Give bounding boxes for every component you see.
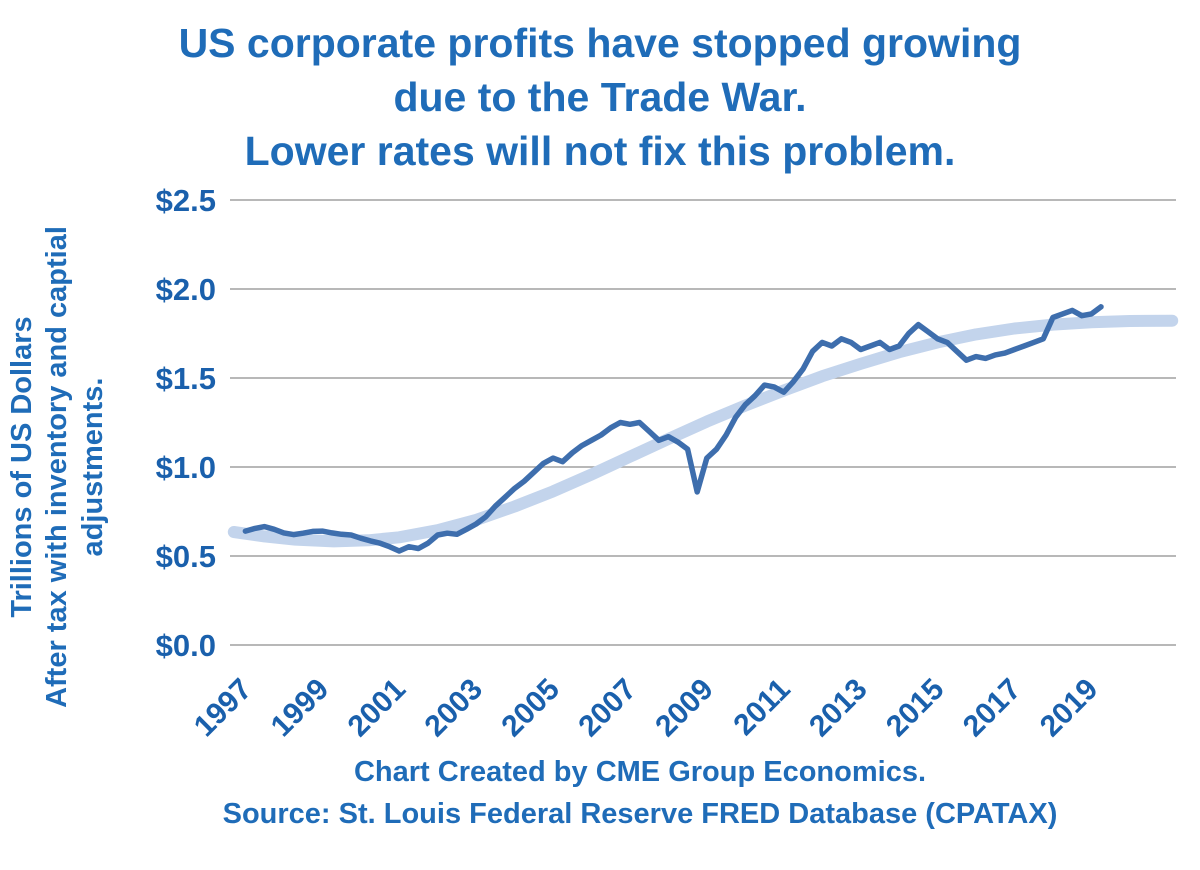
footer-source-line: Source: St. Louis Federal Reserve FRED D… xyxy=(222,798,1058,831)
svg-text:$0.5: $0.5 xyxy=(156,539,216,574)
svg-text:$2.5: $2.5 xyxy=(156,184,216,218)
chart-title-line-3: Lower rates will not fix this problem. xyxy=(244,128,956,175)
svg-text:$1.0: $1.0 xyxy=(156,450,216,485)
svg-text:2017: 2017 xyxy=(957,673,1028,744)
y-axis-label: Trillions of US Dollars After tax with i… xyxy=(5,184,111,749)
svg-text:2015: 2015 xyxy=(880,673,951,744)
svg-text:2009: 2009 xyxy=(649,673,720,744)
svg-text:2001: 2001 xyxy=(342,673,413,744)
svg-text:2013: 2013 xyxy=(803,673,874,744)
svg-text:$1.5: $1.5 xyxy=(156,361,216,396)
y-axis-label-line-3: adjustments. xyxy=(76,377,109,557)
svg-text:2007: 2007 xyxy=(572,673,643,744)
svg-text:$2.0: $2.0 xyxy=(156,272,216,307)
y-axis-label-line-2: After tax with inventory and captial xyxy=(41,225,74,708)
footer-credit-line: Chart Created by CME Group Economics. xyxy=(353,756,927,789)
svg-text:$0.0: $0.0 xyxy=(156,628,216,663)
chart-title-line-1: US corporate profits have stopped growin… xyxy=(178,20,1022,66)
svg-text:1997: 1997 xyxy=(188,673,259,744)
chart-footer: Chart Created by CME Group Economics. So… xyxy=(0,751,1200,835)
y-axis-label-column: Trillions of US Dollars After tax with i… xyxy=(6,184,110,749)
chart-title-line-2: due to the Trade War. xyxy=(393,74,807,121)
svg-text:2003: 2003 xyxy=(419,673,490,744)
svg-text:2011: 2011 xyxy=(727,673,796,742)
svg-text:2005: 2005 xyxy=(495,673,566,744)
chart-area: Trillions of US Dollars After tax with i… xyxy=(0,184,1200,749)
profits-line-chart: $0.0 $0.5 $1.0 $1.5 $2.0 $2.5 1997 1999 2001 2003… xyxy=(156,184,1179,744)
y-axis-label-line-1: Trillions of US Dollars xyxy=(5,316,38,618)
svg-text:1999: 1999 xyxy=(265,673,336,744)
chart-title: US corporate profits have stopped growin… xyxy=(0,0,1200,178)
svg-text:2019: 2019 xyxy=(1034,673,1105,744)
